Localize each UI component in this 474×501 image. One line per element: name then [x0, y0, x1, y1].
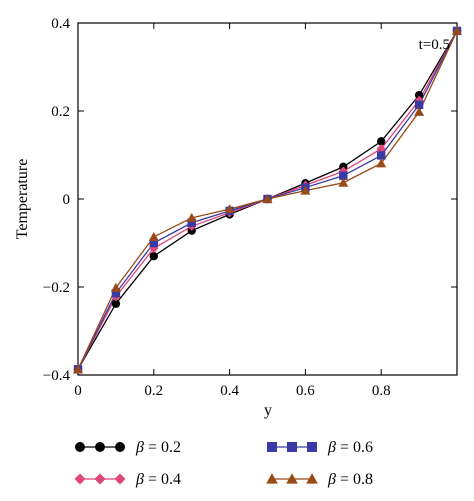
data-point: [300, 185, 311, 195]
data-point: [111, 288, 121, 298]
data-point: [414, 106, 425, 116]
data-point: [306, 473, 318, 484]
legend-item: β = 0.8: [266, 471, 373, 488]
axis-ticks: [77, 22, 457, 376]
y-tick-label: 0.2: [51, 104, 70, 120]
data-point: [74, 473, 86, 485]
x-tick-label: 0.8: [372, 383, 391, 399]
legend-item: β = 0.6: [267, 439, 373, 456]
legend-label: β = 0.4: [135, 471, 181, 488]
legend-value: = 0.6: [336, 439, 373, 456]
data-point: [287, 442, 297, 452]
data-point: [187, 218, 196, 227]
series-markers: [73, 25, 462, 374]
data-point: [414, 90, 424, 100]
y-tick-label: 0.4: [51, 16, 70, 32]
data-point: [262, 194, 273, 203]
data-point: [376, 144, 386, 154]
data-point: [377, 151, 386, 160]
legend-label: β = 0.6: [327, 439, 373, 456]
legend-symbol: β: [135, 439, 144, 456]
legend-value: = 0.8: [336, 471, 373, 488]
data-point: [149, 252, 158, 261]
data-point: [339, 171, 348, 180]
data-point: [73, 364, 83, 374]
data-point: [148, 231, 159, 241]
data-point: [452, 25, 462, 35]
data-point: [377, 137, 386, 146]
data-point: [414, 100, 424, 110]
data-point: [266, 473, 278, 484]
legend-symbol: β: [327, 439, 336, 456]
data-point: [149, 238, 158, 248]
data-point: [111, 299, 121, 308]
data-point: [286, 473, 298, 484]
legend-symbol: β: [135, 471, 144, 488]
data-point: [267, 442, 277, 452]
legend-label: β = 0.2: [135, 439, 181, 456]
legend-item: β = 0.2: [75, 439, 181, 456]
y-tick-label: −0.2: [43, 280, 70, 296]
data-point: [307, 442, 317, 452]
x-tick-label: 0.6: [296, 383, 315, 399]
x-tick-label: 0.2: [144, 383, 163, 399]
legend-symbol: β: [327, 471, 336, 488]
annotation-time: t=0.5: [419, 37, 450, 53]
legend-value: = 0.2: [144, 439, 181, 456]
data-point: [338, 177, 349, 187]
y-tick-label: 0: [63, 192, 71, 208]
tick-labels: 0 0.2 0.4 0.6 0.8 −0.4 −0.2 0 0.2 0.4: [43, 16, 391, 399]
data-point: [376, 158, 387, 168]
legend: β = 0.2 β = 0.6β = 0.4 β = 0.8: [74, 439, 373, 488]
data-point: [115, 442, 125, 452]
data-point: [186, 212, 197, 222]
legend-item: β = 0.4: [74, 471, 181, 488]
legend-value: = 0.4: [144, 471, 181, 488]
data-point: [75, 442, 85, 452]
legend-label: β = 0.8: [327, 471, 373, 488]
data-point: [95, 442, 105, 452]
y-axis-title: Temperature: [14, 159, 31, 240]
data-point: [114, 473, 126, 485]
x-tick-label: 0: [74, 383, 82, 399]
data-point: [224, 204, 235, 214]
data-point: [94, 473, 106, 485]
x-axis-title: y: [264, 402, 272, 419]
x-tick-label: 0.4: [220, 383, 239, 399]
y-tick-label: −0.4: [43, 368, 71, 384]
data-point: [110, 282, 121, 292]
